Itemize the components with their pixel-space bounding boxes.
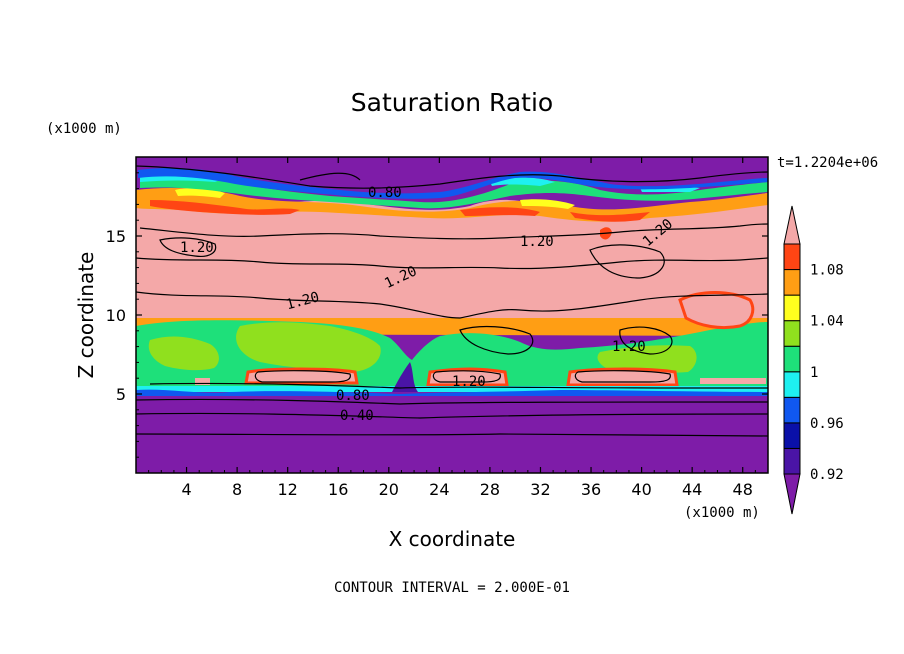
deep-purple-wedge [392, 362, 418, 392]
x-unit-label: (x1000 m) [684, 505, 760, 521]
plot-area: 0.80 1.20 1.20 1.20 1.20 1.20 1.20 1.20 … [136, 157, 768, 473]
colorbar-segment [783, 447, 801, 475]
x-tick-label: 40 [631, 480, 651, 499]
x-tick-label: 36 [581, 480, 601, 499]
colorbar-segment [783, 396, 801, 424]
mid-layer-lightgreen [148, 322, 697, 373]
colorbar-tick-label: 1.04 [810, 314, 844, 330]
x-tick-label: 4 [181, 480, 191, 499]
y-axis: 5 10 15 [106, 172, 768, 458]
y-tick-label: 10 [106, 306, 126, 325]
colorbar-below-arrow [783, 473, 801, 515]
colorbar-segment [783, 345, 801, 373]
colorbar-segment [783, 422, 801, 449]
colorbar: 0.92 0.96 1 1.04 1.08 [783, 205, 844, 515]
contour-label: 1.20 [520, 234, 554, 250]
x-axis-title: X coordinate [389, 527, 516, 551]
x-tick-label: 8 [232, 480, 242, 499]
colorbar-tick-label: 1.08 [810, 263, 844, 279]
colorbar-tick-label: 1 [810, 365, 818, 381]
x-tick-label: 24 [429, 480, 449, 499]
colorbar-tick-label: 0.92 [810, 467, 844, 483]
x-tick-label: 12 [278, 480, 298, 499]
fill-layers [136, 168, 768, 473]
chart-title: Saturation Ratio [351, 88, 553, 117]
x-axis: 4 8 12 16 20 24 28 32 36 40 44 48 [148, 157, 756, 499]
colorbar-segment [783, 320, 801, 347]
mid-layer-blue-base [136, 389, 768, 396]
y-tick-label: 5 [116, 385, 126, 404]
y-unit-label: (x1000 m) [46, 121, 122, 137]
mid-layer-pink-pockets [195, 292, 766, 385]
upper-band-blue [138, 168, 768, 199]
x-tick-label: 48 [733, 480, 753, 499]
colorbar-above-arrow [783, 205, 801, 245]
colorbar-segment [783, 269, 801, 296]
x-tick-label: 44 [682, 480, 702, 499]
x-tick-label: 20 [379, 480, 399, 499]
upper-band-orange [136, 188, 768, 222]
upper-band-red [150, 200, 650, 240]
contour-interval-note: CONTOUR INTERVAL = 2.000E-01 [334, 580, 570, 596]
x-tick-label: 28 [480, 480, 500, 499]
mid-layer-red-edges [244, 291, 755, 387]
colorbar-tick-label: 0.96 [810, 416, 844, 432]
time-label: t=1.2204e+06 [777, 155, 878, 171]
contour-label: 0.40 [340, 408, 374, 424]
contour-label: 1.20 [180, 240, 214, 256]
contour-label: 0.80 [336, 388, 370, 404]
y-tick-label: 15 [106, 227, 126, 246]
colorbar-segment [783, 371, 801, 398]
contour-labels: 0.80 1.20 1.20 1.20 1.20 1.20 1.20 1.20 … [180, 185, 676, 424]
contour-lines [136, 165, 768, 437]
contour-label: 0.80 [368, 185, 402, 201]
colorbar-segment [783, 294, 801, 322]
supersaturated-layer [136, 193, 768, 318]
x-tick-label: 16 [328, 480, 348, 499]
contour-label: 1.20 [612, 339, 646, 355]
y-axis-title: Z coordinate [74, 252, 98, 379]
contour-label: 1.20 [452, 374, 486, 390]
x-tick-label: 32 [530, 480, 550, 499]
colorbar-segment [783, 243, 801, 271]
